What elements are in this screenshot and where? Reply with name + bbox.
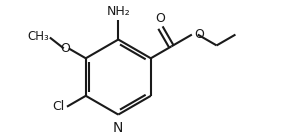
Text: N: N	[113, 120, 124, 135]
Text: CH₃: CH₃	[27, 30, 49, 43]
Text: O: O	[156, 12, 165, 25]
Text: O: O	[60, 42, 70, 55]
Text: NH₂: NH₂	[106, 5, 130, 18]
Text: Cl: Cl	[53, 100, 65, 113]
Text: O: O	[194, 28, 204, 41]
